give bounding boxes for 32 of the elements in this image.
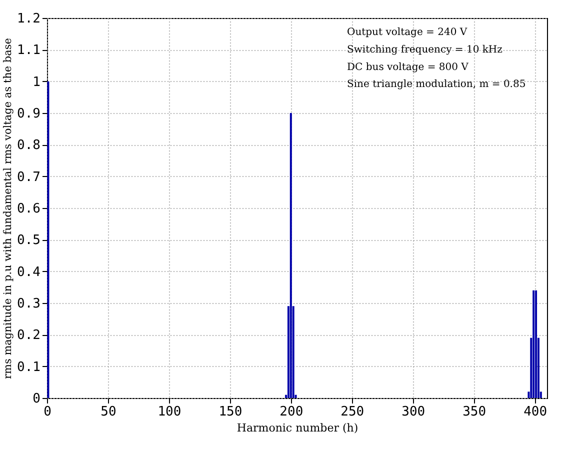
y-tick-label: 0.7 (17, 170, 40, 185)
bar (532, 290, 535, 398)
y-tick-label: 0.1 (17, 360, 40, 375)
x-tick-label: 0 (44, 404, 52, 420)
x-tick-label: 250 (340, 404, 364, 420)
annotation: Output voltage = 240 V (347, 26, 468, 38)
x-axis-title: Harmonic number (h) (236, 422, 358, 434)
x-tick-label: 100 (158, 404, 182, 420)
x-tick-label: 350 (462, 404, 486, 420)
y-tick-label: 1.2 (17, 12, 40, 26)
y-tick-label: 0.9 (17, 106, 40, 122)
y-tick-label: 0.2 (17, 328, 40, 344)
y-tick-label: 0.4 (17, 264, 41, 280)
bar (47, 81, 50, 398)
y-tick-label: 1 (32, 74, 40, 90)
y-tick-label: 0.8 (17, 138, 40, 154)
x-tick-label: 150 (218, 404, 242, 420)
y-tick-label: 0.5 (17, 233, 40, 248)
y-tick-label: 1.1 (17, 43, 40, 58)
x-tick-label: 50 (100, 404, 116, 420)
x-tick-label: 200 (280, 404, 304, 420)
bar (290, 113, 292, 398)
y-tick-label: 0 (32, 392, 40, 406)
y-tick-label: 0.6 (17, 202, 40, 216)
x-tick-label: 300 (402, 404, 426, 420)
bar (535, 290, 538, 398)
y-tick-label: 0.3 (17, 296, 40, 312)
annotation: Switching frequency = 10 kHz (347, 44, 502, 56)
annotation: DC bus voltage = 800 V (347, 62, 470, 73)
x-tick-label: 400 (524, 404, 548, 420)
y-axis-title: rms magnitude in p.u with fundamental rms voltage as the base (2, 38, 14, 379)
annotation: Sine triangle modulation, m = 0.85 (347, 79, 526, 90)
